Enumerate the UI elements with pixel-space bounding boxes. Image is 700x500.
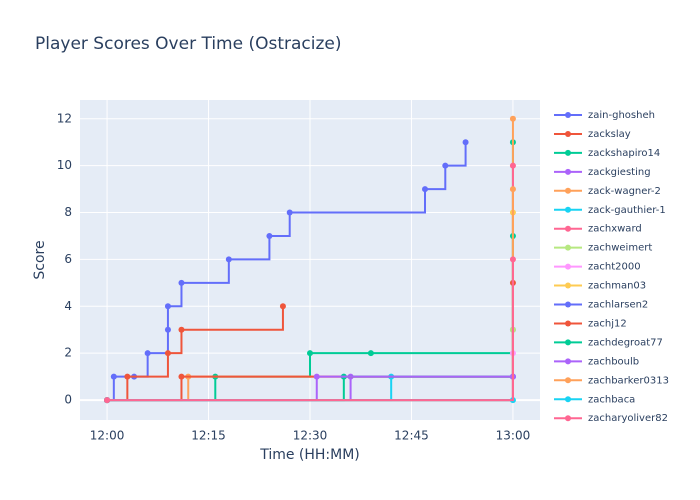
point xyxy=(104,397,111,404)
legend-label: zackshapiro14 xyxy=(588,148,660,159)
x-tick-label: 12:15 xyxy=(191,429,226,443)
legend-marker xyxy=(565,339,571,346)
point xyxy=(509,186,516,193)
point xyxy=(509,162,516,169)
legend-marker xyxy=(565,149,571,156)
legend-label: zachboulb xyxy=(588,356,639,367)
legend-label: zacharyoliver82 xyxy=(588,413,668,424)
point xyxy=(313,373,320,380)
y-tick-label: 12 xyxy=(57,111,72,125)
x-axis-title: Time (HH:MM) xyxy=(259,447,360,463)
series-line xyxy=(107,259,514,402)
legend-label: zack-wagner-2 xyxy=(588,186,661,197)
point xyxy=(110,373,117,380)
point xyxy=(462,139,469,146)
y-tick-label: 6 xyxy=(64,252,72,266)
legend-label: zachbarker0313 xyxy=(588,375,669,386)
point xyxy=(225,256,232,263)
point xyxy=(509,256,516,263)
legend-label: zain-ghosheh xyxy=(588,110,655,121)
legend-marker xyxy=(565,320,571,327)
y-tick-label: 8 xyxy=(64,205,72,219)
legend-marker xyxy=(565,112,571,118)
point xyxy=(422,186,428,193)
legend-label: zachman03 xyxy=(588,281,646,292)
legend-label: zackgiesting xyxy=(588,167,651,178)
point xyxy=(178,373,185,380)
legend-label: zachj12 xyxy=(588,318,627,329)
legend-label: zachbaca xyxy=(588,394,635,405)
chart-title: Player Scores Over Time (Ostracize) xyxy=(35,34,342,54)
point xyxy=(144,350,151,357)
legend-marker xyxy=(565,244,571,251)
point xyxy=(286,209,293,216)
x-tick-label: 13:00 xyxy=(496,429,531,443)
legend-marker xyxy=(565,301,571,308)
point xyxy=(124,373,131,380)
legend-label: zacht2000 xyxy=(588,262,641,273)
x-tick-label: 12:00 xyxy=(90,429,125,443)
plot xyxy=(104,115,516,404)
legend-marker xyxy=(565,187,571,194)
legend-label: zachxward xyxy=(588,224,642,235)
point xyxy=(178,326,185,333)
legend: zain-ghosheh zackslay zackshapiro14 zackgie… xyxy=(554,110,669,424)
x-tick-label: 12:45 xyxy=(394,429,429,443)
point xyxy=(442,162,449,169)
y-tick-label: 10 xyxy=(57,158,72,172)
legend-marker xyxy=(565,358,571,365)
point xyxy=(164,350,171,357)
point xyxy=(279,303,286,310)
point xyxy=(509,115,516,122)
y-tick-label: 4 xyxy=(64,299,72,313)
point xyxy=(307,350,313,357)
series-line xyxy=(107,142,514,402)
point xyxy=(164,326,171,333)
legend-label: zack-gauthier-1 xyxy=(588,205,666,216)
legend-marker xyxy=(565,263,571,270)
y-axis-title: Score xyxy=(32,240,48,279)
legend-marker xyxy=(565,130,571,137)
point xyxy=(164,303,171,310)
point xyxy=(178,279,185,286)
legend-label: zachlarsen2 xyxy=(588,300,648,311)
point xyxy=(266,232,273,239)
y-tick-label: 2 xyxy=(64,346,72,360)
point xyxy=(367,350,374,357)
legend-marker xyxy=(565,206,571,213)
legend-marker xyxy=(565,282,571,289)
legend-label: zackslay xyxy=(588,129,631,140)
legend-marker xyxy=(565,377,571,384)
legend-marker xyxy=(565,415,571,422)
y-tick-label: 0 xyxy=(64,393,72,407)
legend-label: zachweimert xyxy=(588,243,652,254)
legend-marker xyxy=(565,225,571,232)
legend-label: zachdegroat77 xyxy=(588,337,663,348)
legend-marker xyxy=(565,396,571,403)
legend-marker xyxy=(565,168,571,175)
x-tick-label: 12:30 xyxy=(293,429,328,443)
